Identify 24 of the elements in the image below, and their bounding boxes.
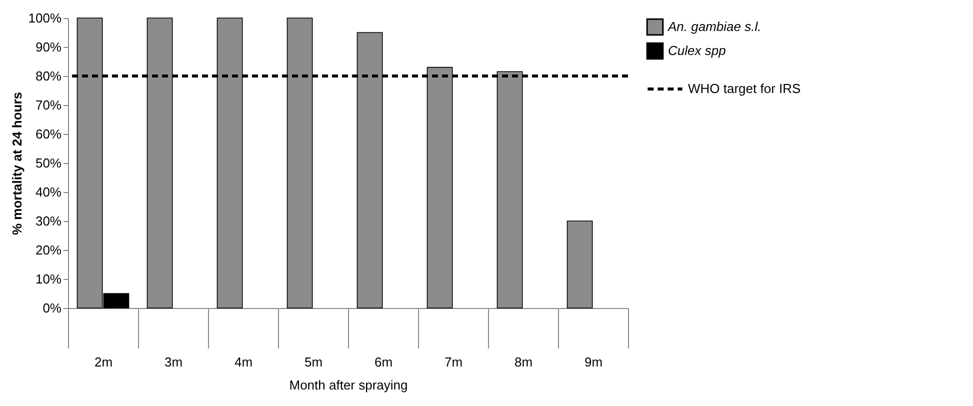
y-tick-label: 40% (35, 184, 62, 200)
x-tick-label: 9m (584, 354, 603, 370)
x-tick-label: 2m (94, 354, 113, 370)
x-tick-label: 6m (374, 354, 393, 370)
y-tick-label: 100% (28, 10, 62, 26)
y-tick-label: 70% (35, 98, 62, 112)
y-tick-label: 90% (35, 40, 62, 54)
x-tick-label: 7m (444, 354, 463, 370)
y-tick-label: 60% (35, 126, 62, 142)
legend-label: WHO target for IRS (688, 81, 802, 96)
y-tick-label: 50% (35, 156, 62, 170)
y-tick-label: 10% (35, 272, 62, 286)
legend-label: An. gambiae s.l. (667, 19, 762, 34)
y-tick-label: 30% (35, 214, 62, 228)
y-axis-title: % mortality at 24 hours (9, 92, 24, 236)
legend-label: Culex spp (668, 43, 726, 58)
y-tick-label: 0% (42, 300, 62, 316)
y-tick-label: 80% (35, 68, 62, 84)
x-axis-title: Month after spraying (289, 378, 408, 392)
x-tick-label: 3m (164, 354, 183, 370)
x-tick-label: 4m (234, 354, 253, 370)
y-tick-label: 20% (35, 242, 62, 258)
x-tick-label: 8m (514, 354, 533, 370)
x-tick-label: 5m (304, 354, 323, 370)
